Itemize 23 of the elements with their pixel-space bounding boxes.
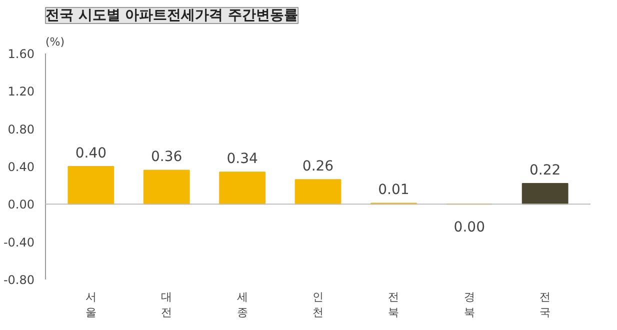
data-label: 0.00 [454,219,485,236]
x-tick-label: 대전 [161,290,172,320]
y-tick-label: 0.40 [8,160,34,174]
data-label: 0.26 [302,158,334,175]
x-tick-label: 전국 [540,290,551,320]
y-tick-label: 1.60 [8,47,34,61]
y-tick-label: 0.80 [8,122,34,136]
data-label: 0.01 [378,182,410,198]
data-label: 0.22 [529,162,561,178]
y-tick-label: -0.40 [3,235,35,250]
y-tick-label: -0.80 [3,273,35,287]
x-tick-label: 서울 [85,290,96,320]
x-tick-label: 세종 [236,290,248,320]
chart-title: 전국 시도별 아파트전세가격 주간변동률 [46,8,298,24]
data-label: 0.36 [151,149,182,166]
data-label: 0.40 [75,145,107,162]
x-tick-label: 전북 [388,290,400,320]
x-tick-label: 경북 [464,290,475,320]
y-axis-title: (%) [46,36,65,48]
x-tick-label: 인천 [312,290,324,320]
y-tick-label: 0.00 [8,198,34,212]
y-tick-label: 1.20 [8,84,34,99]
data-label: 0.34 [226,151,258,168]
